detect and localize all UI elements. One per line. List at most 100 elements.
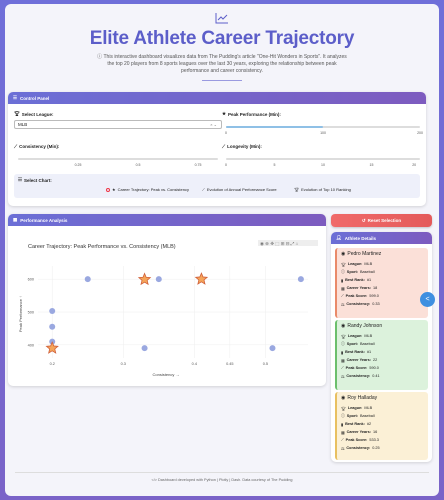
radio-dot[interactable] bbox=[106, 187, 110, 192]
data-point bbox=[141, 345, 148, 352]
footer: </> Dashboard developed with Python | Pl… bbox=[5, 478, 439, 482]
field-label: Best Rank: bbox=[345, 278, 365, 282]
y-tick-label: 500 bbox=[28, 311, 34, 315]
peak-row: ⟋ Peak Score: 590.0 bbox=[341, 364, 424, 372]
share-icon[interactable]: < bbox=[420, 292, 435, 307]
chart-select-label-text: Select Chart: bbox=[24, 177, 52, 183]
rank-row: ▮ Best Rank: #1 bbox=[341, 276, 424, 284]
longevity-tick: 20 bbox=[412, 163, 417, 167]
peak-slider-fill bbox=[226, 126, 323, 128]
field-label: Peak Score: bbox=[345, 366, 368, 370]
reset-selection-button[interactable]: ↺ Reset Selection bbox=[331, 214, 432, 227]
balance-icon: ⚖︎ bbox=[341, 374, 345, 379]
rank-row: ▮ Best Rank: #1 bbox=[341, 348, 424, 356]
star-icon: ★ bbox=[112, 187, 116, 192]
years-row: ▦ Career Years: 18 bbox=[341, 284, 424, 292]
athlete-name: ◉ Pedro Martinez bbox=[341, 251, 424, 257]
field-value: 18 bbox=[373, 286, 378, 290]
user-circle-icon: ◉ bbox=[341, 323, 346, 329]
calendar-icon: ▦ bbox=[341, 358, 345, 363]
y-tick-label: 600 bbox=[28, 278, 34, 282]
athlete-details-panel: 👤︎ Athlete Details ◉ Pedro Martinez 🏆︎ Lea… bbox=[331, 232, 432, 462]
athlete-card[interactable]: ◉ Randy Johnson 🏆︎ League: MLB ⚾︎ Sport: Base… bbox=[335, 320, 428, 390]
league-select-value: MLB bbox=[18, 122, 28, 127]
consistency-slider[interactable] bbox=[18, 158, 218, 160]
dashboard-page: Elite Athlete Career Trajectory ⓘ This i… bbox=[5, 4, 439, 496]
sport-row: ⚾︎ Sport: Baseball bbox=[341, 412, 424, 420]
field-value: 590.0 bbox=[369, 366, 379, 370]
chart-icon: ⟋ bbox=[341, 366, 344, 370]
consistency-row: ⚖︎ Consistency: 0.33 bbox=[341, 300, 424, 308]
league-label: 🏆︎ Select League: bbox=[14, 111, 53, 117]
y-axis-label: Peak Performance ↑ bbox=[18, 296, 23, 332]
field-label: Peak Score: bbox=[345, 438, 368, 442]
performance-analysis-panel: ▦ Performance Analysis Career Trajectory… bbox=[8, 214, 326, 386]
radio-annual-performance[interactable]: ⟋ Evolution of Annual Performance Score bbox=[202, 187, 277, 192]
league-row: 🏆︎ League: MLB bbox=[341, 332, 424, 340]
field-value: 22 bbox=[373, 358, 378, 362]
athlete-card[interactable]: ◉ Roy Halladay 🏆︎ League: MLB ⚾︎ Sport: Baseb… bbox=[335, 392, 428, 460]
trend-icon: ⟋ bbox=[14, 144, 18, 149]
field-label: Peak Score: bbox=[345, 294, 368, 298]
longevity-slider[interactable] bbox=[226, 158, 420, 160]
chart-modebar[interactable]: ◉ ⊕ ✥ ⬚ ⊞ ⊟ ⤢ ⌂ bbox=[258, 240, 318, 246]
field-value: MLB bbox=[364, 334, 373, 338]
user-icon: 👤︎ bbox=[336, 235, 342, 240]
analysis-panel-header: ▦ Performance Analysis bbox=[8, 214, 326, 226]
scatter-chart[interactable]: Career Trajectory: Peak Performance vs. … bbox=[8, 226, 326, 386]
control-panel: ☰ Control Panel 🏆︎ Select League: MLB × ⌄… bbox=[8, 92, 426, 206]
info-icon: ⓘ bbox=[97, 54, 104, 60]
field-value: MLB bbox=[364, 262, 373, 266]
radio-label: Evolution of Annual Performance Score bbox=[206, 187, 277, 192]
peak-slider[interactable] bbox=[226, 126, 420, 128]
field-label: Consistency: bbox=[346, 446, 371, 450]
sport-row: ⚾︎ Sport: Baseball bbox=[341, 268, 424, 276]
consistency-tick: 0.5 bbox=[135, 163, 141, 167]
footer-text: Dashboard developed with Python | Plotly… bbox=[158, 478, 293, 482]
longevity-tick: 15 bbox=[369, 163, 374, 167]
radio-career-trajectory[interactable]: ★ Career Trajectory: Peak vs. Consistenc… bbox=[106, 187, 189, 192]
trophy-icon: 🏆︎ bbox=[341, 334, 346, 339]
peak-label-text: Peak Performance (Min): bbox=[228, 111, 281, 117]
balance-icon: ⚖︎ bbox=[341, 446, 345, 451]
field-label: Consistency: bbox=[346, 302, 371, 306]
longevity-tick: 0 bbox=[225, 163, 227, 167]
chart-select-label: ☷ Select Chart: bbox=[18, 177, 52, 183]
league-row: 🏆︎ League: MLB bbox=[341, 404, 424, 412]
league-select[interactable]: MLB × ⌄ bbox=[14, 120, 222, 129]
ball-icon: ⚾︎ bbox=[341, 413, 345, 418]
trophy-icon: 🏆︎ bbox=[14, 111, 20, 116]
field-value: 533.3 bbox=[369, 438, 379, 442]
details-panel-header: 👤︎ Athlete Details bbox=[331, 232, 432, 244]
peak-tick: 200 bbox=[417, 131, 423, 135]
field-value: 0.33 bbox=[372, 302, 380, 306]
select-clear-chevron-icon[interactable]: × ⌄ bbox=[210, 122, 217, 127]
athlete-name-text: Pedro Martinez bbox=[347, 251, 382, 257]
athlete-card[interactable]: ◉ Pedro Martinez 🏆︎ League: MLB ⚾︎ Sport: Bas… bbox=[335, 248, 428, 318]
selected-point-star bbox=[45, 341, 59, 354]
chart-icon: ▦ bbox=[13, 217, 18, 222]
field-value: 16 bbox=[373, 430, 378, 434]
modebar-icons[interactable]: ◉ ⊕ ✥ ⬚ ⊞ ⊟ ⤢ ⌂ bbox=[260, 241, 299, 246]
league-row: 🏆︎ League: MLB bbox=[341, 260, 424, 268]
chart-line-icon bbox=[215, 13, 228, 24]
page-description: ⓘ This interactive dashboard visualizes … bbox=[97, 54, 347, 75]
x-tick-label: 0.2 bbox=[50, 362, 55, 366]
x-tick-label: 0.5 bbox=[263, 362, 268, 366]
data-point bbox=[84, 276, 91, 283]
star-icon: ★ bbox=[222, 111, 227, 116]
years-row: ▦ Career Years: 22 bbox=[341, 356, 424, 364]
x-tick-label: 0.3 bbox=[121, 362, 126, 366]
field-label: Career Years: bbox=[346, 430, 372, 434]
field-label: Career Years: bbox=[346, 358, 372, 362]
ball-icon: ⚾︎ bbox=[341, 269, 345, 274]
field-value: 0.25 bbox=[372, 446, 380, 450]
field-value: #1 bbox=[366, 278, 372, 282]
peak-tick: 0 bbox=[225, 131, 227, 135]
medal-icon: ▮ bbox=[341, 278, 344, 283]
chart-icon: ⟋ bbox=[202, 187, 205, 192]
control-panel-header: ☰ Control Panel bbox=[8, 92, 426, 104]
field-label: Best Rank: bbox=[345, 350, 365, 354]
details-title: Athlete Details bbox=[344, 235, 376, 241]
radio-top10-ranking[interactable]: 🏆︎ Evolution of Top 10 Ranking bbox=[294, 187, 351, 192]
